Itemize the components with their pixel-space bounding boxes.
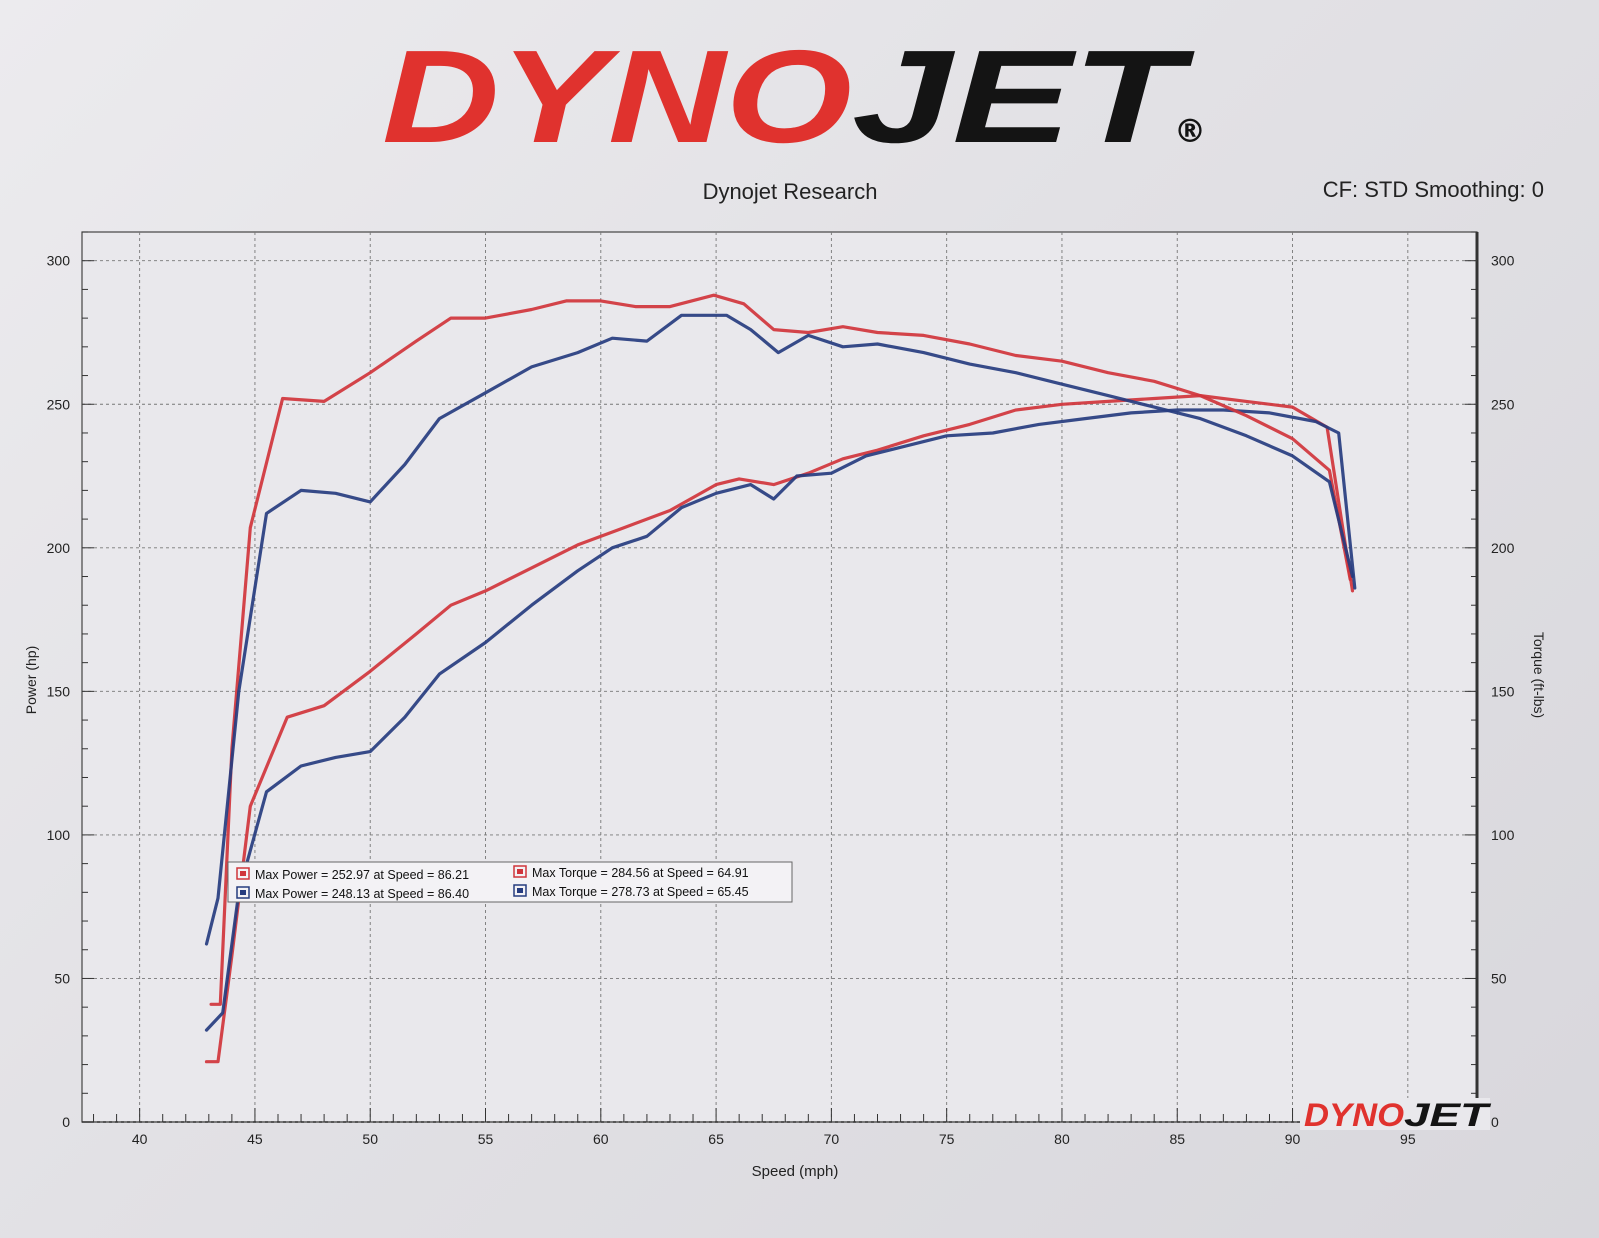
y-right-tick-label: 300: [1491, 253, 1515, 269]
legend-blue-torque: Max Torque = 278.73 at Speed = 65.45: [532, 885, 749, 899]
footer-logo: DYNO JET: [1300, 1097, 1492, 1133]
axis-ticks: 40 45 50 55 60 65 70 75 80 85 90 95 0 0 50 50 100 100 150 1…: [47, 231, 1515, 1147]
curve-torque-red: [209, 293, 1352, 1006]
grid: [82, 232, 1477, 1123]
x-tick-label: 50: [362, 1131, 378, 1147]
x-tick-label: 70: [824, 1131, 840, 1147]
registered-mark: ®: [1174, 112, 1206, 150]
footer-logo-bg: [1300, 1098, 1490, 1130]
chart-subtitle: Dynojet Research: [703, 179, 878, 204]
y-left-tick-label: 0: [62, 1114, 70, 1130]
x-tick-label: 85: [1169, 1131, 1185, 1147]
x-tick-label: 45: [247, 1131, 263, 1147]
x-tick-label: 90: [1285, 1131, 1301, 1147]
legend-red-power: Max Power = 252.97 at Speed = 86.21: [255, 868, 469, 882]
y-left-tick-label: 300: [47, 253, 71, 269]
x-tick-label: 95: [1400, 1131, 1416, 1147]
x-tick-label: 55: [478, 1131, 494, 1147]
curve-power-blue: [204, 408, 1357, 1032]
footer-logo-dyno: DYNO: [1304, 1097, 1404, 1133]
logo-dyno-text: DYNO: [382, 23, 852, 170]
legend-swatch-red-power: [236, 867, 250, 880]
y-right-tick-label: 50: [1491, 970, 1507, 986]
y-right-tick-label: 150: [1491, 683, 1515, 699]
legend-swatch-red-torque: [513, 865, 527, 878]
y-right-tick-label: 0: [1491, 1114, 1499, 1130]
footer-logo-jet: JET: [1404, 1097, 1492, 1133]
x-tick-label: 80: [1054, 1131, 1070, 1147]
x-tick-label: 60: [593, 1131, 609, 1147]
plot-area: [81, 231, 1478, 1123]
legend-blue-power: Max Power = 248.13 at Speed = 86.40: [255, 887, 469, 901]
y-left-tick-label: 250: [47, 396, 71, 412]
legend-box: [227, 861, 793, 903]
y-right-tick-label: 100: [1491, 827, 1515, 843]
curve-torque-blue: [204, 313, 1355, 946]
settings-label: CF: STD Smoothing: 0: [1323, 177, 1544, 202]
x-tick-label: 40: [132, 1131, 148, 1147]
legend-swatch-blue-torque: [513, 884, 527, 897]
logo-jet-text: JET: [852, 23, 1195, 170]
x-tick-label: 65: [708, 1131, 724, 1147]
legend-swatch-red-power-fill: [240, 871, 246, 876]
y-left-tick-label: 200: [47, 540, 71, 556]
y-right-tick-label: 250: [1491, 396, 1515, 412]
y-left-tick-label: 150: [47, 683, 71, 699]
legend-swatch-blue-power-fill: [240, 890, 246, 895]
legend-swatch-blue-power: [236, 886, 250, 899]
legend: Max Power = 252.97 at Speed = 86.21 Max …: [227, 861, 793, 903]
legend-swatch-red-torque-fill: [517, 869, 523, 874]
y-axis-right-label: Torque (ft-lbs): [1531, 632, 1547, 718]
curves: [204, 293, 1357, 1064]
legend-swatch-blue-torque-fill: [517, 888, 523, 893]
y-left-tick-label: 100: [47, 827, 71, 843]
x-axis-label: Speed (mph): [752, 1163, 839, 1180]
y-left-tick-label: 50: [54, 970, 70, 986]
dynojet-logo: DYNO JET ®: [382, 23, 1206, 170]
legend-red-torque: Max Torque = 284.56 at Speed = 64.91: [532, 866, 749, 880]
x-tick-label: 75: [939, 1131, 955, 1147]
y-axis-left-label: Power (hp): [23, 646, 39, 714]
y-right-tick-label: 200: [1491, 540, 1515, 556]
curve-power-red: [204, 394, 1355, 1064]
